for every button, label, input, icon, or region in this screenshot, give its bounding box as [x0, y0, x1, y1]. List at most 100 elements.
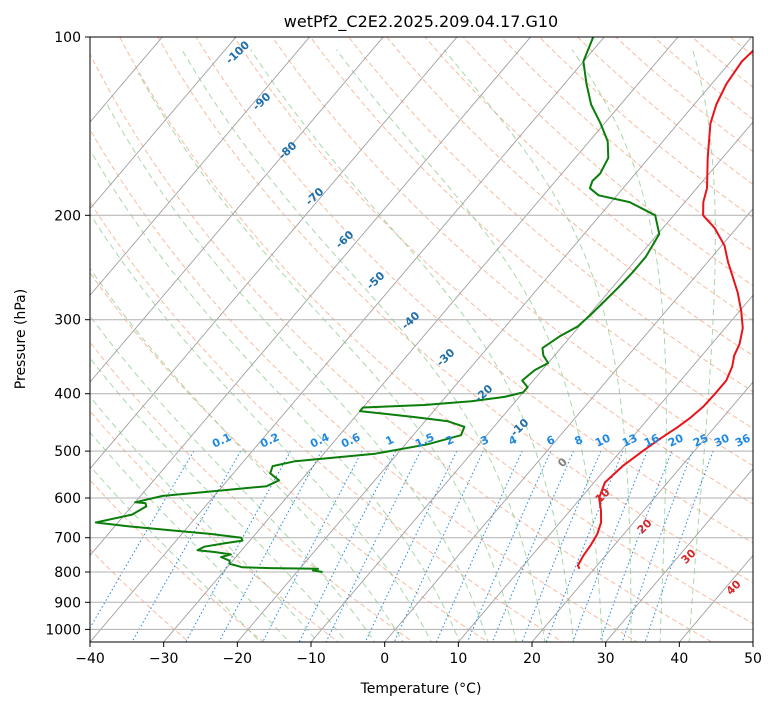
dry-adiabat [538, 37, 753, 219]
mixing-ratio-label: 1 [384, 433, 396, 448]
isotherm-line [90, 37, 163, 123]
moist-adiabat [688, 49, 716, 642]
moist-adiabat [106, 104, 489, 642]
mixing-ratio-label: 36 [733, 431, 753, 449]
mixing-ratio-line [521, 450, 602, 642]
dry-adiabat [90, 128, 639, 642]
moist-adiabat-label: 10 [593, 485, 613, 505]
mixing-ratio-line [621, 450, 693, 642]
x-tick-label: −10 [296, 651, 326, 667]
moist-adiabat [90, 431, 290, 642]
x-tick-label: −20 [223, 651, 253, 667]
x-tick-label: −30 [149, 651, 179, 667]
isotherm-line [236, 37, 753, 642]
dry-adiabat [701, 0, 775, 654]
isotherm-line [90, 37, 458, 470]
dry-adiabat [90, 479, 265, 642]
isotherm-line [457, 294, 753, 642]
mixing-ratio-label: 25 [691, 431, 710, 449]
moist-adiabat [90, 395, 319, 642]
dry-adiabat [195, 37, 753, 544]
x-axis-label: Temperature (°C) [360, 681, 482, 697]
x-tick-label: 40 [670, 651, 688, 667]
y-tick-label: 500 [54, 444, 81, 460]
mixing-ratio-label: 10 [593, 431, 613, 449]
dry-adiabat [157, 37, 753, 584]
dry-adiabat [90, 341, 414, 642]
isotherm-line [90, 37, 384, 383]
isotherm-line [163, 37, 679, 642]
mixing-ratio-line [185, 450, 292, 642]
moist-adiabat [90, 149, 461, 642]
y-tick-label: 600 [54, 491, 81, 507]
moist-adiabat-label: 20 [635, 516, 655, 536]
y-tick-label: 300 [54, 313, 81, 329]
moist-adiabat [250, 49, 575, 642]
isotherm-label: -70 [303, 185, 327, 208]
y-tick-label: 400 [54, 387, 81, 403]
dry-adiabat [90, 548, 190, 642]
isotherm-label: -30 [434, 346, 458, 369]
dry-adiabat [462, 37, 753, 287]
y-tick-label: 200 [54, 208, 81, 224]
dry-adiabat [90, 201, 564, 642]
isotherm-line [384, 208, 753, 642]
dry-adiabat [90, 53, 713, 642]
mixing-ratio-label: 13 [620, 431, 639, 449]
plot-frame [89, 36, 754, 643]
mixing-ratio-label: 0.1 [210, 431, 233, 451]
dry-adiabat [615, 37, 753, 153]
mixing-ratio-line [572, 450, 648, 642]
dry-adiabat [500, 37, 753, 252]
moist-adiabat [90, 357, 347, 642]
isotherm-label: -90 [250, 90, 274, 113]
x-tick-label: 20 [523, 651, 541, 667]
mixing-ratio-line [435, 450, 523, 642]
moist-adiabat [571, 49, 667, 642]
x-tick-label: 0 [380, 651, 389, 667]
mixing-ratio-line [644, 450, 714, 642]
profile-lines [94, 37, 753, 573]
mixing-ratio-label: 3 [479, 433, 491, 448]
isotherm-line [752, 641, 753, 642]
chart-title: wetPf2_C2E2.2025.209.04.17.G10 [284, 12, 558, 32]
dry-adiabat [653, 37, 753, 120]
isotherm-line [90, 37, 532, 557]
mixing-ratio-label: 30 [712, 431, 732, 449]
dry-adiabat [271, 37, 753, 467]
mixing-ratio-line [491, 450, 574, 642]
mixing-ratio-line [599, 450, 673, 642]
mixing-ratio-label: 2 [444, 433, 456, 448]
x-tick-label: −40 [75, 651, 105, 667]
background-lines [90, 0, 775, 654]
isotherm-line [531, 381, 753, 642]
axes: −40 −30 −20 −10 0 10 20 30 40 5010020030040050060… [45, 30, 762, 667]
isotherm-label: -40 [399, 309, 423, 332]
mixing-ratio-label: 1.5 [413, 431, 436, 451]
dry-adiabat [424, 37, 753, 322]
mixing-ratio-line [131, 450, 242, 642]
temperature-profile [576, 49, 753, 570]
moist-adiabat [90, 314, 376, 642]
isotherm-line [90, 37, 237, 210]
isotherm-label: -50 [364, 269, 388, 292]
isotherm-line [90, 37, 311, 297]
isotherm-label: -60 [333, 228, 357, 251]
isotherm-label: -100 [223, 38, 252, 67]
mixing-ratio-line [298, 450, 397, 642]
moist-adiabat [137, 72, 518, 642]
mixing-ratio-label: 16 [642, 431, 662, 449]
dry-adiabat [309, 37, 753, 430]
mixing-ratio-line [90, 450, 195, 629]
mixing-ratio-label: 8 [573, 433, 585, 448]
mixing-ratio-label: 0.4 [308, 430, 331, 450]
y-tick-label: 100 [54, 30, 81, 46]
mixing-ratio-line [545, 450, 624, 642]
dry-adiabat [386, 37, 753, 357]
y-tick-label: 1000 [45, 622, 81, 638]
moist-adiabat [443, 49, 632, 642]
mixing-ratio-line [364, 450, 458, 642]
mixing-ratio-label: 6 [545, 433, 558, 448]
mixing-ratio-line [393, 450, 484, 642]
